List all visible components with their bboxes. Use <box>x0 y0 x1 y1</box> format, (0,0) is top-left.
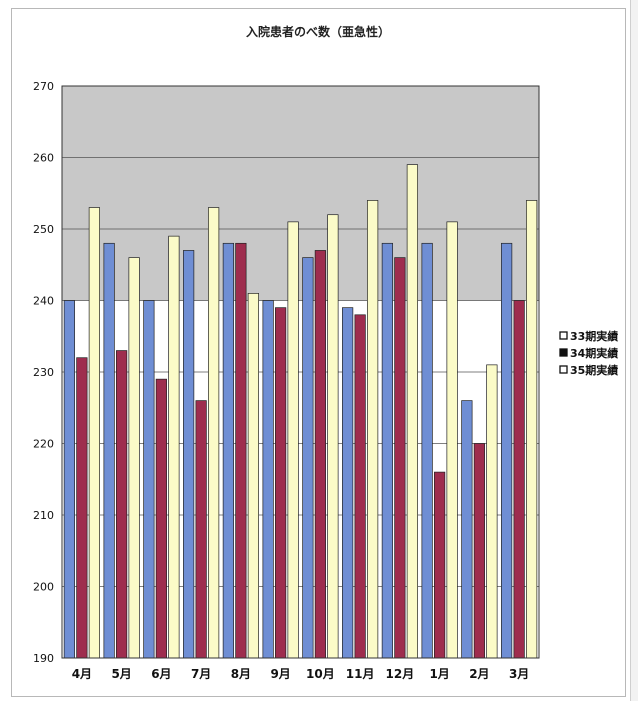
bar-35-1 <box>88 207 100 659</box>
bar-33-9 <box>381 242 393 659</box>
bar-33-2 <box>103 242 115 659</box>
bar-34-9 <box>394 257 406 659</box>
x-tick-label: 3月 <box>509 667 529 681</box>
y-tick-label: 210 <box>33 509 54 522</box>
bar-33-10 <box>421 242 433 659</box>
x-tick-label: 2月 <box>469 667 489 681</box>
legend-swatch <box>559 331 568 340</box>
y-tick-label: 260 <box>33 152 54 165</box>
bar-35-11 <box>486 364 498 659</box>
bar-34-7 <box>314 250 326 659</box>
bar-33-5 <box>222 242 234 659</box>
bar-35-8 <box>367 200 379 659</box>
y-tick-label: 190 <box>33 652 54 665</box>
bar-35-6 <box>287 221 299 659</box>
legend-label: 33期実績 <box>570 329 618 343</box>
y-tick-label: 250 <box>33 223 54 236</box>
x-tick-label: 6月 <box>151 667 171 681</box>
bar-34-12 <box>513 300 525 659</box>
x-tick-label: 12月 <box>386 667 415 681</box>
bar-33-8 <box>342 307 354 659</box>
bar-33-12 <box>501 242 513 659</box>
legend-label: 34期実績 <box>570 346 618 360</box>
bar-34-2 <box>116 350 128 659</box>
x-tick-label: 10月 <box>306 667 335 681</box>
bar-35-5 <box>247 293 259 659</box>
plot-border <box>61 85 540 659</box>
page-edge <box>630 0 638 701</box>
legend-swatch <box>559 365 568 374</box>
bar-34-6 <box>275 307 287 659</box>
bar-33-3 <box>143 300 155 659</box>
bar-35-3 <box>168 235 180 659</box>
chart-title: 入院患者のべ数（亜急性） <box>246 24 390 39</box>
bar-33-6 <box>262 300 274 659</box>
bar-34-10 <box>434 471 446 659</box>
bar-35-9 <box>406 164 418 659</box>
legend-label: 35期実績 <box>570 363 618 377</box>
bars <box>63 164 538 659</box>
y-tick-label: 230 <box>33 366 54 379</box>
y-tick-label: 220 <box>33 438 54 451</box>
x-tick-label: 1月 <box>429 667 449 681</box>
x-tick-label: 5月 <box>111 667 131 681</box>
bar-33-1 <box>63 300 75 659</box>
x-tick-label: 4月 <box>72 667 92 681</box>
bar-33-4 <box>183 250 195 659</box>
bar-35-4 <box>208 207 220 659</box>
bar-34-11 <box>473 443 485 659</box>
x-tick-label: 11月 <box>346 667 375 681</box>
plot-shade <box>62 86 539 301</box>
x-axis-ticks: 4月 5月 6月 7月 8月 9月 10月 11月 12月 1月 2月 3月 <box>72 667 530 681</box>
bar-34-5 <box>235 242 247 659</box>
bar-34-8 <box>354 314 366 659</box>
x-tick-label: 7月 <box>191 667 211 681</box>
bar-35-2 <box>128 257 140 659</box>
bar-34-1 <box>76 357 88 659</box>
bar-33-7 <box>302 257 314 659</box>
bar-34-4 <box>195 400 207 659</box>
bar-34-3 <box>155 378 167 659</box>
y-tick-label: 240 <box>33 295 54 308</box>
x-tick-label: 8月 <box>231 667 251 681</box>
x-tick-label: 9月 <box>270 667 290 681</box>
bar-33-11 <box>461 400 473 659</box>
y-tick-label: 200 <box>33 581 54 594</box>
bar-35-12 <box>526 200 538 659</box>
legend: 33期実績 34期実績 35期実績 <box>559 329 618 377</box>
bar-35-10 <box>446 221 458 659</box>
legend-swatch <box>559 348 568 357</box>
bar-35-7 <box>327 214 339 659</box>
y-tick-label: 270 <box>33 80 54 93</box>
y-axis-ticks: 190 200 210 220 230 240 250 260 270 <box>33 80 54 665</box>
